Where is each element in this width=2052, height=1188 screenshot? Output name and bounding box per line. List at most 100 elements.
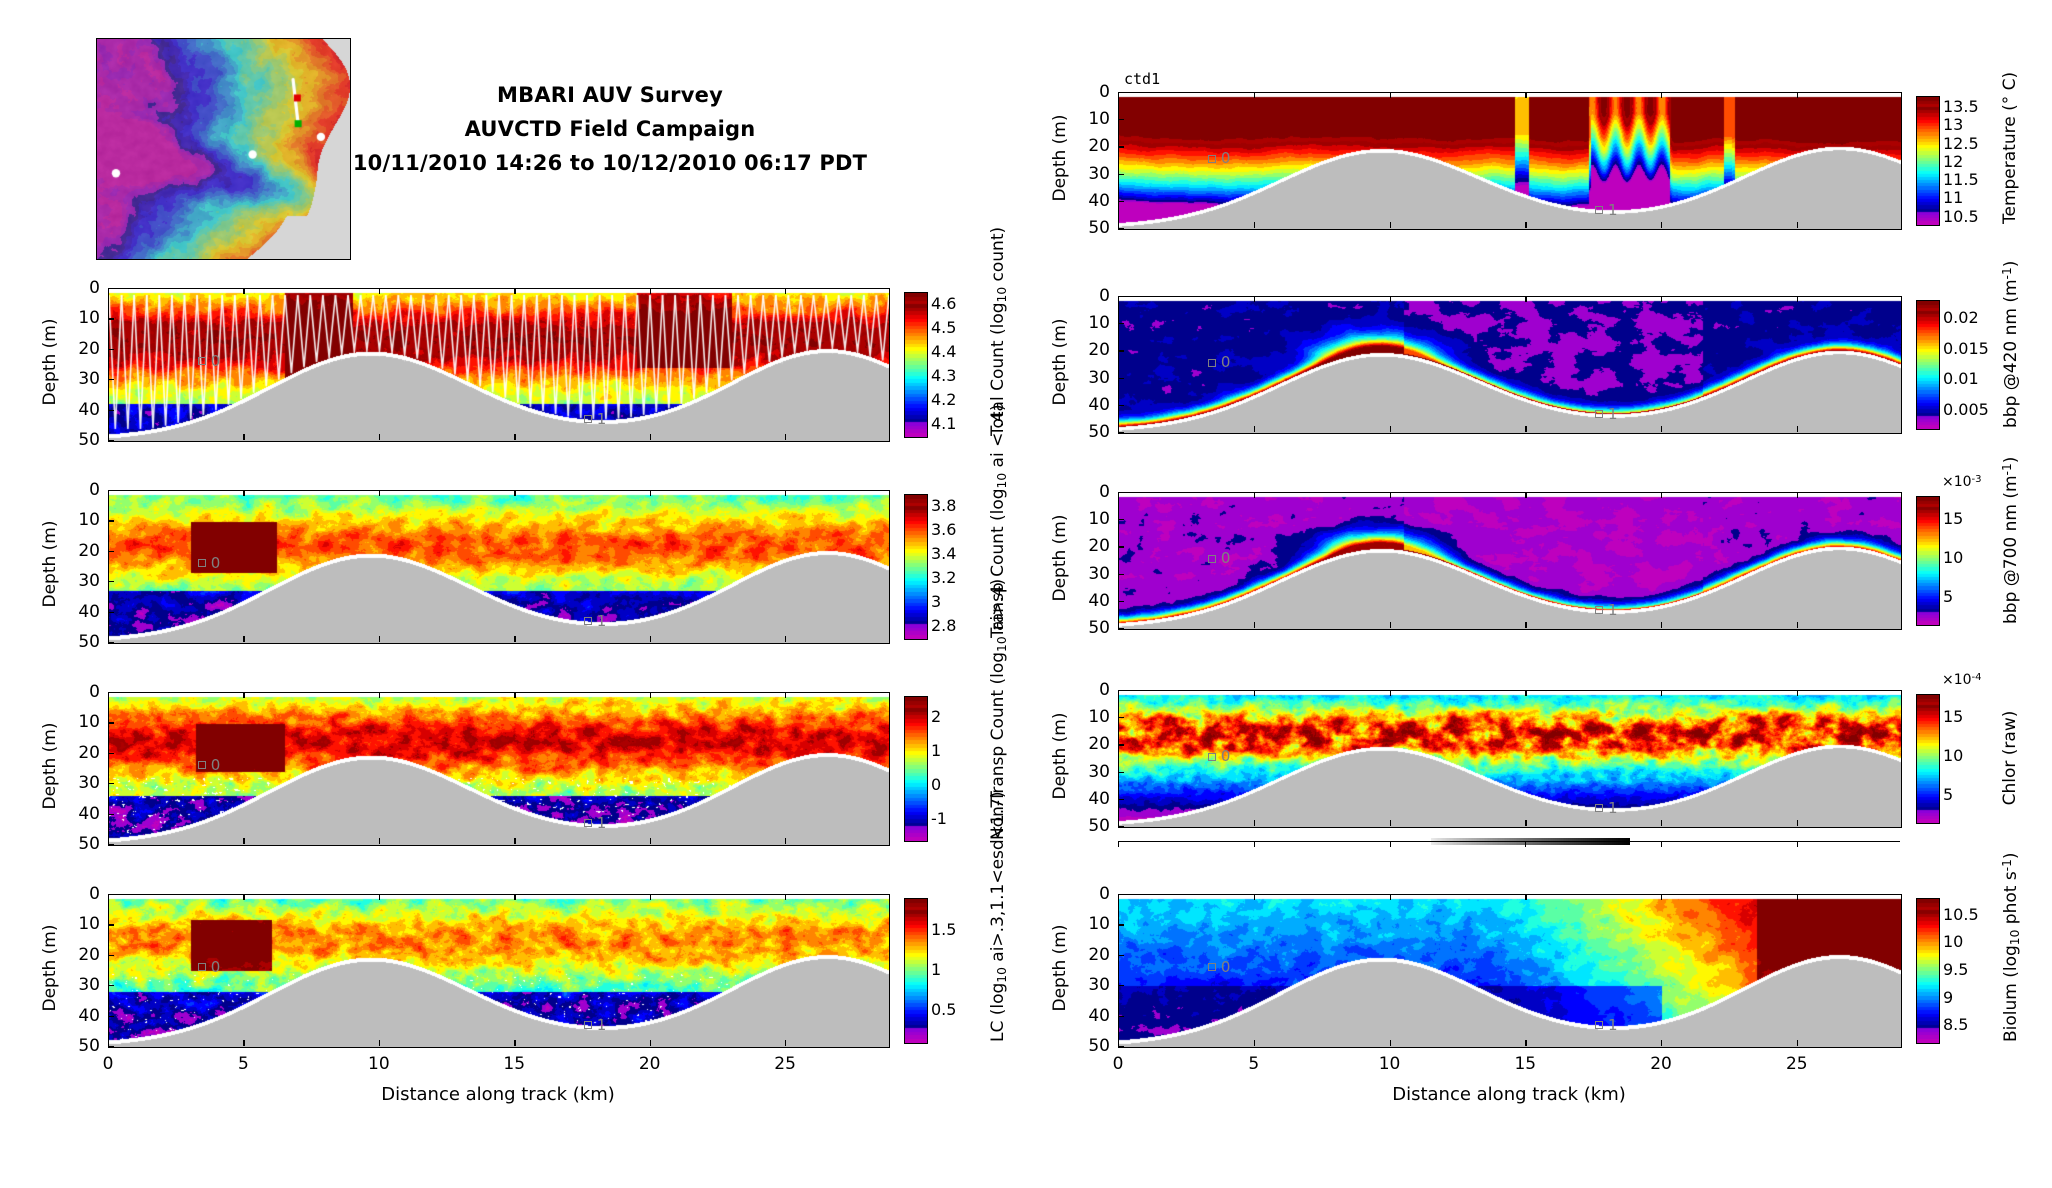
y-tick-label: 40 — [78, 601, 100, 622]
station-marker-square-icon — [583, 819, 592, 828]
y-tick-mark — [1118, 894, 1124, 896]
y-tick-label: 10 — [1088, 707, 1110, 728]
x-tick-mark-top — [649, 490, 651, 496]
station-marker-1: 1 — [1595, 601, 1618, 619]
x-tick-mark — [649, 434, 651, 440]
y-tick-mark — [108, 954, 114, 957]
y-axis-label: Depth (m) — [40, 520, 60, 608]
station-marker-square-icon — [1595, 1021, 1604, 1030]
y-tick-label: 10 — [1088, 509, 1110, 530]
y-axis-label: Depth (m) — [1050, 318, 1070, 406]
y-tick-mark — [108, 985, 114, 987]
section-plot-chlor — [1118, 690, 1902, 828]
colorbar-multiplier-chlor: ×10-4 — [1942, 672, 1982, 689]
station-marker-label: 0 — [210, 755, 221, 774]
x-tick-mark — [514, 636, 516, 642]
y-tick-mark — [1118, 924, 1124, 926]
station-marker-square-icon — [1595, 410, 1604, 419]
x-axis-label: Distance along track (km) — [1392, 1084, 1626, 1105]
y-tick-label: 50 — [78, 632, 100, 652]
y-tick-mark — [1118, 744, 1124, 746]
colorbar-tick-label: 4.2 — [931, 390, 957, 409]
x-tick-label: 25 — [774, 1054, 796, 1074]
y-tick-mark — [108, 642, 114, 644]
section-plot-bbp700 — [1118, 492, 1902, 630]
colorbar-tick-label: 10 — [1943, 746, 1964, 766]
x-tick-mark-top — [108, 894, 110, 900]
x-tick-mark-top — [1389, 296, 1391, 302]
station-marker-0: 0 — [197, 352, 220, 370]
section-plot-non-transp-count — [108, 692, 890, 846]
y-tick-mark — [1118, 296, 1124, 298]
y-tick-label: 10 — [78, 914, 100, 935]
x-tick-mark — [378, 838, 381, 844]
x-tick-mark-top — [378, 288, 381, 294]
y-axis-label: Depth (m) — [40, 722, 60, 810]
x-tick-label: 20 — [638, 1054, 661, 1074]
x-tick-mark-top — [1253, 894, 1256, 900]
colorbar-tick-label: 4.6 — [931, 294, 957, 313]
station-marker-square-icon — [583, 617, 592, 626]
colorbar-bbp420 — [1916, 300, 1940, 430]
x-tick-mark-top — [785, 692, 787, 698]
y-tick-label: 40 — [78, 803, 100, 824]
x-tick-mark — [1253, 820, 1256, 826]
colorbar-tick-label: 10.5 — [1943, 206, 1979, 226]
day-night-tick-mark — [1389, 842, 1391, 847]
colorbar-tick-label: 4.1 — [931, 414, 957, 433]
y-tick-label: 30 — [78, 571, 100, 592]
x-tick-mark-top — [1661, 492, 1663, 498]
colorbar-tick-label: 1 — [931, 960, 942, 979]
x-tick-mark — [1118, 222, 1120, 228]
y-axis-label: Depth (m) — [40, 318, 60, 406]
y-tick-label: 30 — [1088, 761, 1110, 782]
x-tick-mark-top — [1525, 296, 1527, 302]
colorbar-non-transp-count — [904, 696, 928, 842]
y-tick-label: 0 — [89, 884, 100, 904]
y-tick-label: 30 — [78, 975, 100, 996]
y-tick-label: 40 — [78, 1005, 100, 1026]
station-marker-1: 1 — [1595, 799, 1618, 817]
page-title: MBARI AUV Survey AUVCTD Field Campaign 1… — [330, 78, 890, 180]
y-tick-mark — [1118, 985, 1124, 987]
x-tick-mark-top — [243, 692, 245, 698]
x-tick-mark-top — [1525, 492, 1527, 498]
colorbar-axis-label-bbp420: bbp @420 nm (m-1) — [2000, 260, 2022, 428]
x-tick-label: 0 — [1112, 1054, 1124, 1074]
colorbar-tick-label: 13 — [1943, 115, 1964, 135]
colorbar-tick-label: 1.5 — [931, 920, 957, 939]
x-tick-mark — [785, 838, 787, 844]
x-tick-mark-top — [514, 894, 516, 900]
x-tick-mark — [1525, 222, 1527, 228]
station-marker-square-icon — [1595, 606, 1604, 615]
day-night-axis-line — [1118, 841, 1900, 843]
y-axis-label: Depth (m) — [40, 924, 60, 1012]
x-tick-mark-top — [243, 894, 245, 900]
station-marker-1: 1 — [583, 814, 606, 832]
y-tick-mark — [108, 844, 114, 846]
x-tick-mark — [1253, 1040, 1256, 1046]
y-tick-mark — [1118, 492, 1124, 494]
y-tick-label: 10 — [1088, 109, 1110, 130]
x-tick-mark-top — [1253, 92, 1256, 98]
x-tick-mark — [108, 838, 110, 844]
y-tick-mark — [108, 692, 114, 694]
colorbar-tick-label: 13.5 — [1943, 96, 1979, 116]
section-plot-lc-count — [108, 894, 890, 1048]
y-tick-label: 20 — [1088, 136, 1110, 157]
station-marker-square-icon — [1207, 154, 1216, 163]
x-tick-mark-top — [1525, 894, 1527, 900]
y-tick-label: 20 — [78, 540, 100, 561]
x-tick-label: 5 — [237, 1054, 249, 1074]
y-tick-mark — [108, 894, 114, 896]
y-tick-mark — [1118, 717, 1124, 719]
y-tick-label: 20 — [78, 338, 100, 359]
day-night-tick-mark — [1253, 842, 1255, 847]
x-tick-mark — [1253, 222, 1256, 228]
x-tick-mark — [1389, 426, 1391, 432]
y-tick-mark — [1118, 771, 1124, 773]
x-tick-mark — [1796, 222, 1799, 228]
y-tick-mark — [108, 581, 114, 583]
station-marker-0: 0 — [197, 755, 221, 774]
y-tick-mark — [1118, 519, 1124, 521]
